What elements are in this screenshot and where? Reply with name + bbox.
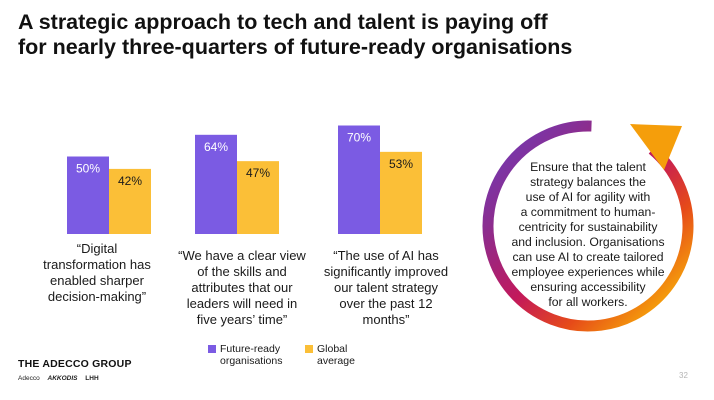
quote-3-line: significantly improved bbox=[323, 264, 449, 279]
quote-1: “Digital transformation has enabled shar… bbox=[32, 241, 162, 305]
ring-text-line: strategy balances the bbox=[530, 175, 646, 189]
quote-3-line: months” bbox=[362, 312, 410, 327]
bar-group: 50% 42% 64% 47% 70% 53% bbox=[67, 125, 422, 234]
quote-2-line: five years’ time” bbox=[196, 312, 288, 327]
bar-global-average-3 bbox=[380, 151, 422, 234]
quote-2: “We have a clear view of the skills and … bbox=[172, 248, 312, 328]
quote-3: “The use of AI has significantly improve… bbox=[316, 248, 456, 328]
bar-future-ready-2 bbox=[195, 134, 237, 234]
quote-1-line: enabled sharper bbox=[50, 273, 144, 288]
ring-callout-text: Ensure that the talent strategy balances… bbox=[500, 160, 676, 310]
quote-2-line: “We have a clear view bbox=[178, 248, 306, 263]
quote-3-line: over the past 12 bbox=[339, 296, 433, 311]
ring-text-line: ensuring accessibility bbox=[530, 280, 646, 294]
legend-global-average: Global average bbox=[317, 343, 355, 367]
brand-logo: THE ADECCO GROUP bbox=[18, 358, 132, 370]
bar-data-label: 64% bbox=[204, 140, 228, 154]
quote-2-line: leaders will need in bbox=[186, 296, 298, 311]
legend-swatch-global-average bbox=[305, 345, 313, 353]
bar-global-average-1 bbox=[109, 168, 151, 234]
ring-text-line: for all workers. bbox=[548, 295, 628, 309]
ring-text-line: centricity for sustainability bbox=[518, 220, 658, 234]
sub-brand-adecco: Adecco bbox=[18, 375, 40, 382]
ring-text-line: a commitment to human- bbox=[520, 205, 656, 219]
bar-global-average-2 bbox=[237, 161, 279, 234]
bar-data-label: 42% bbox=[118, 174, 142, 188]
ring-text-line: use of AI for agility with bbox=[525, 190, 651, 204]
title-line-1: A strategic approach to tech and talent … bbox=[18, 10, 548, 34]
bar-data-label: 53% bbox=[389, 157, 413, 171]
ring-text-line: can use AI to create tailored bbox=[512, 250, 664, 264]
ring-graphic bbox=[482, 120, 694, 332]
quote-1-line: “Digital bbox=[76, 241, 118, 256]
legend-swatch-future-ready bbox=[208, 345, 216, 353]
sub-brand-logos: Adecco AKKODIS LHH bbox=[18, 375, 105, 382]
quote-2-line: attributes that our bbox=[191, 280, 293, 295]
title-line-2: for nearly three-quarters of future-read… bbox=[18, 35, 573, 59]
quote-2-line: of the skills and bbox=[197, 264, 287, 279]
quote-3-line: our talent strategy bbox=[333, 280, 439, 295]
bar-data-label: 47% bbox=[246, 166, 270, 180]
legend-future-ready: Future-ready organisations bbox=[220, 343, 282, 367]
bar-data-label: 50% bbox=[76, 162, 100, 176]
ring-arrowhead-icon bbox=[630, 124, 682, 170]
quote-1-line: decision-making” bbox=[47, 289, 147, 304]
bar-future-ready-3 bbox=[338, 125, 380, 234]
ring-arc bbox=[482, 120, 694, 332]
legend-label-line: Future-ready bbox=[220, 343, 281, 355]
page-number: 32 bbox=[679, 371, 688, 380]
ring-text-line: employee experiences while bbox=[511, 265, 665, 279]
bar-future-ready-1 bbox=[67, 156, 109, 234]
sub-brand-akkodis: AKKODIS bbox=[47, 375, 78, 382]
ring-text-line: Ensure that the talent bbox=[530, 160, 646, 174]
legend-label-line: average bbox=[317, 355, 355, 367]
page-title: A strategic approach to tech and talent … bbox=[18, 10, 698, 60]
bar-data-label: 70% bbox=[347, 131, 371, 145]
quote-3-line: “The use of AI has bbox=[333, 248, 439, 263]
legend-label-line: Global bbox=[317, 343, 348, 355]
sub-brand-lhh: LHH bbox=[85, 375, 99, 382]
quote-1-line: transformation has bbox=[43, 257, 151, 272]
ring-text-line: and inclusion. Organisations bbox=[511, 235, 665, 249]
legend-label-line: organisations bbox=[220, 355, 283, 367]
